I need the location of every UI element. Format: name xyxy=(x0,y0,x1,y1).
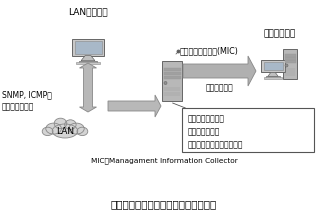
Text: MIC：Managament Information Collector: MIC：Managament Information Collector xyxy=(91,158,237,164)
FancyBboxPatch shape xyxy=(261,60,285,72)
Text: 統合管理装置: 統合管理装置 xyxy=(264,30,296,39)
Ellipse shape xyxy=(65,120,76,129)
Polygon shape xyxy=(268,72,278,76)
FancyBboxPatch shape xyxy=(162,61,182,101)
Ellipse shape xyxy=(69,123,84,134)
FancyBboxPatch shape xyxy=(284,57,296,60)
Ellipse shape xyxy=(46,123,61,134)
Text: 管理情報転送: 管理情報転送 xyxy=(206,83,234,92)
FancyBboxPatch shape xyxy=(182,108,314,152)
Text: 管理情報収集装置(MIC): 管理情報収集装置(MIC) xyxy=(180,46,239,55)
Text: LAN管理装置: LAN管理装置 xyxy=(68,7,108,16)
Ellipse shape xyxy=(42,127,53,136)
Polygon shape xyxy=(79,63,96,112)
Text: 管理情報の抽出: 管理情報の抽出 xyxy=(188,127,220,136)
FancyBboxPatch shape xyxy=(163,68,180,71)
Polygon shape xyxy=(81,56,95,61)
FancyBboxPatch shape xyxy=(74,41,101,54)
FancyBboxPatch shape xyxy=(264,78,282,79)
Text: 図　プロトコルモニタ型階層管理方式: 図 プロトコルモニタ型階層管理方式 xyxy=(111,199,217,209)
Text: SNMP, ICMPを
用いた管理通信: SNMP, ICMPを 用いた管理通信 xyxy=(2,91,52,111)
Ellipse shape xyxy=(54,118,67,129)
FancyBboxPatch shape xyxy=(163,76,180,79)
FancyBboxPatch shape xyxy=(263,62,282,70)
FancyBboxPatch shape xyxy=(76,62,100,64)
Polygon shape xyxy=(108,95,161,117)
FancyBboxPatch shape xyxy=(284,54,296,57)
FancyBboxPatch shape xyxy=(163,72,180,75)
Text: LAN: LAN xyxy=(56,127,74,136)
Ellipse shape xyxy=(77,127,88,136)
FancyBboxPatch shape xyxy=(266,76,279,78)
FancyBboxPatch shape xyxy=(284,60,296,62)
Ellipse shape xyxy=(52,124,78,138)
Text: 統合管理装置への情報提供: 統合管理装置への情報提供 xyxy=(188,141,243,150)
Circle shape xyxy=(164,81,167,85)
Circle shape xyxy=(285,64,288,67)
Polygon shape xyxy=(183,56,256,86)
FancyBboxPatch shape xyxy=(79,61,97,63)
Text: 管理通信のモニタ: 管理通信のモニタ xyxy=(188,115,225,124)
FancyBboxPatch shape xyxy=(283,49,297,79)
FancyBboxPatch shape xyxy=(72,39,104,56)
